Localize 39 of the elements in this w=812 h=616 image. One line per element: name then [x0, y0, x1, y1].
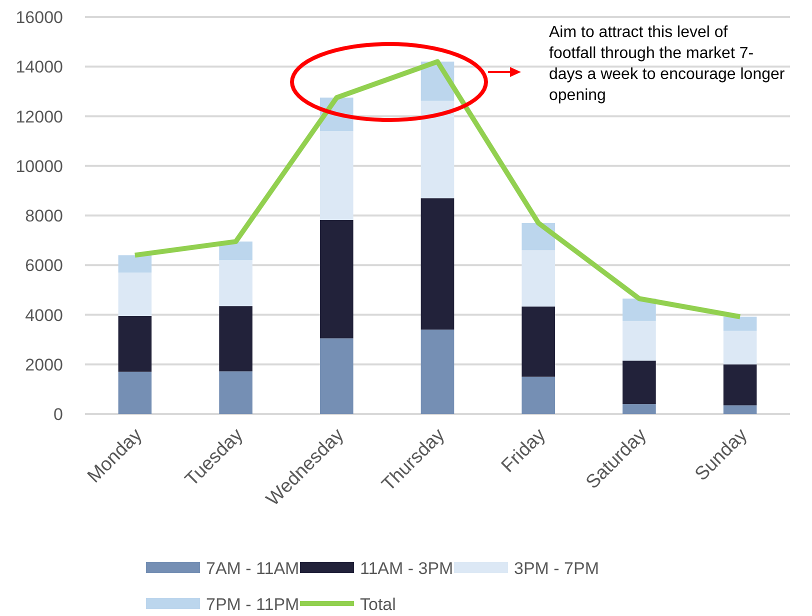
bar — [118, 272, 152, 316]
annotation: Aim to attract this level of footfall through the market 7-days a week to encourage longer opening — [549, 24, 786, 104]
bar — [320, 131, 354, 220]
y-tick-label: 10000 — [16, 156, 63, 176]
y-tick-label: 0 — [54, 405, 63, 424]
bar — [522, 250, 555, 307]
bar — [723, 316, 757, 331]
bar — [219, 306, 252, 372]
bar — [622, 298, 656, 321]
bar — [118, 316, 152, 372]
legend-label: 3PM - 7PM — [514, 559, 600, 578]
y-tick-label: 2000 — [25, 355, 63, 374]
bar — [320, 220, 354, 338]
bar — [522, 376, 555, 414]
legend-label: 7AM - 11AM — [206, 559, 300, 578]
bar — [320, 338, 354, 414]
bar — [420, 100, 454, 198]
bar — [219, 260, 252, 306]
bar — [723, 405, 757, 414]
y-tick-label: 4000 — [25, 306, 63, 325]
bar — [219, 371, 252, 414]
bar — [622, 404, 656, 414]
y-tick-label: 6000 — [25, 256, 63, 276]
y-tick-label: 16000 — [16, 8, 63, 27]
y-tick-label: 14000 — [16, 58, 63, 77]
bar — [622, 320, 656, 361]
bar — [723, 364, 757, 406]
legend-label: 11AM - 3PM — [360, 559, 454, 578]
bar — [420, 330, 454, 414]
bar — [723, 330, 757, 364]
y-tick-label: 12000 — [16, 107, 63, 126]
bar — [118, 255, 152, 273]
bar — [420, 198, 454, 330]
bar — [522, 306, 555, 377]
legend-label: 7PM - 11PM — [206, 595, 300, 614]
bar — [118, 372, 152, 414]
legend-label: Total — [360, 595, 396, 614]
y-tick-label: 8000 — [25, 206, 63, 226]
bar — [622, 360, 656, 404]
